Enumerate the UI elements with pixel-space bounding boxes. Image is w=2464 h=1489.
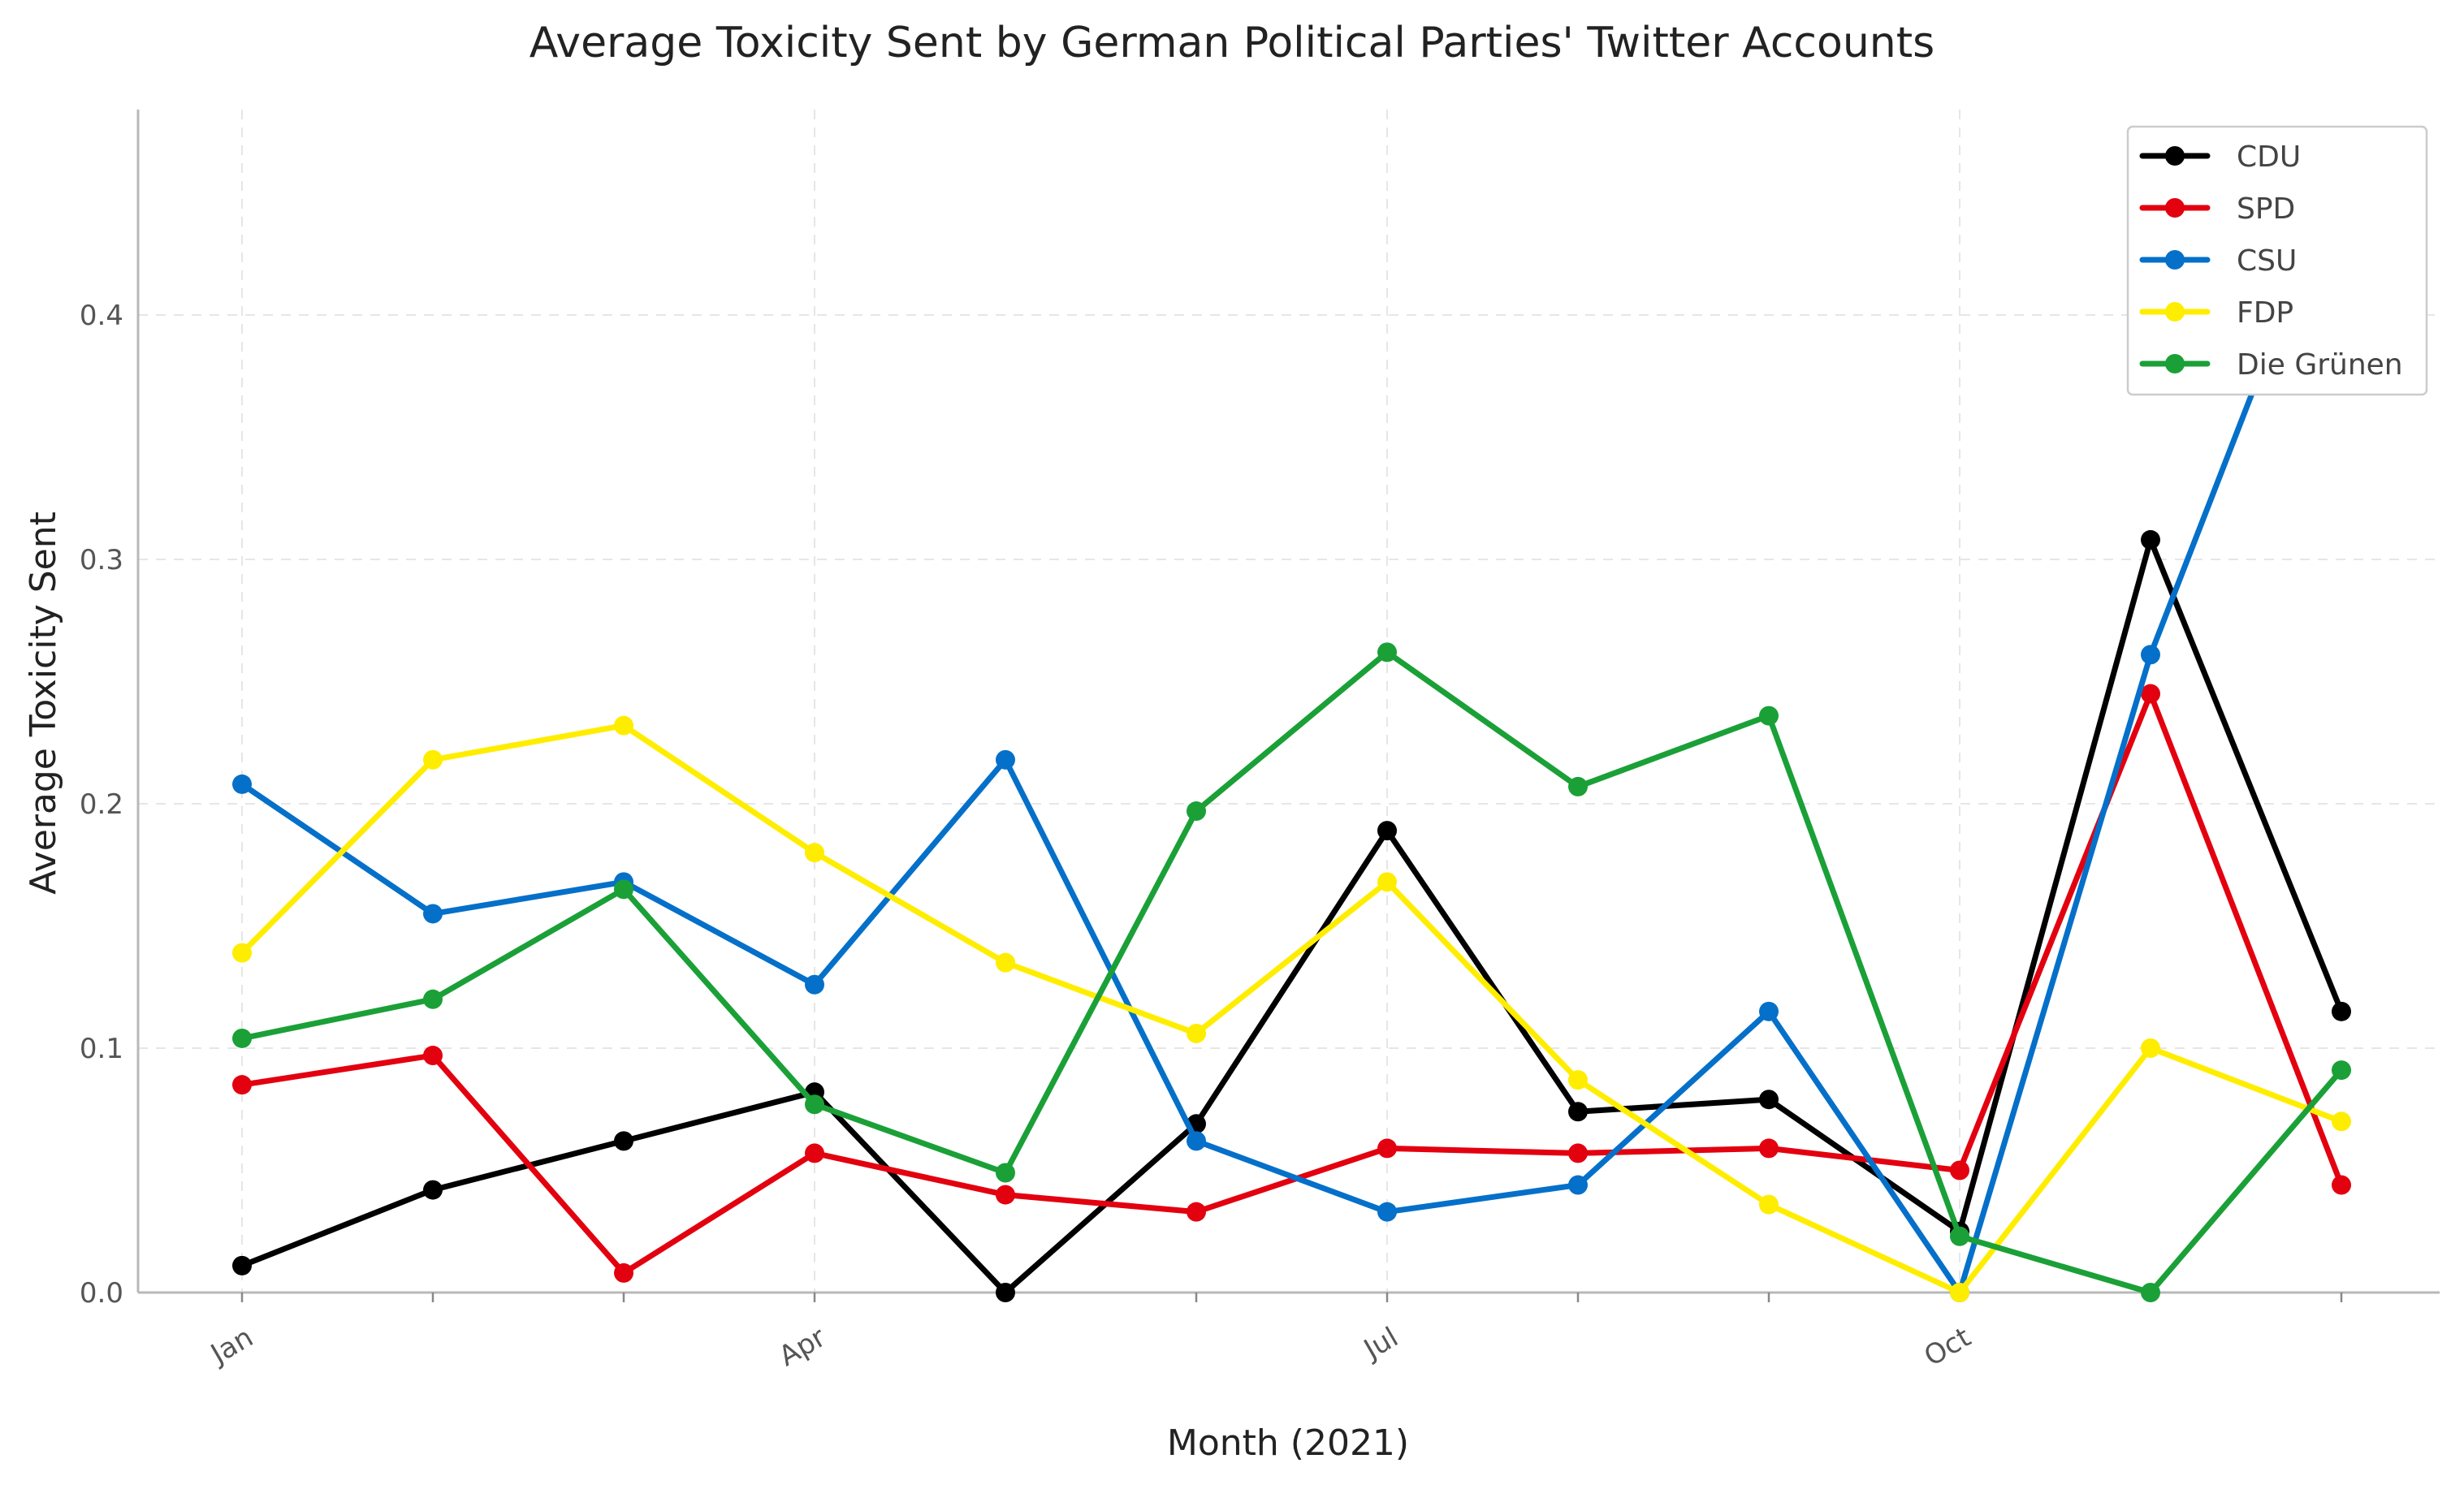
series-line-spd — [239, 691, 2345, 1276]
grid — [138, 110, 2440, 1293]
data-point-die-gr-nen — [1759, 706, 1779, 726]
data-point-fdp — [1377, 872, 1397, 892]
data-point-spd — [996, 1185, 1015, 1205]
data-point-cdu — [614, 1131, 633, 1151]
data-point-spd — [232, 1075, 252, 1095]
data-point-die-gr-nen — [1950, 1226, 1969, 1246]
data-point-csu — [996, 749, 1015, 770]
y-axis-label: Average Toxicity Sent — [23, 511, 64, 895]
legend-marker-cdu — [2165, 146, 2185, 166]
legend-marker-die-gr-nen — [2165, 354, 2185, 373]
legend-label-csu: CSU — [2237, 244, 2297, 278]
data-point-die-gr-nen — [1568, 776, 1588, 796]
data-point-die-gr-nen — [2332, 1060, 2351, 1081]
data-point-cdu — [2332, 1001, 2351, 1021]
y-tick-label: 0.4 — [80, 300, 123, 332]
legend-marker-csu — [2165, 250, 2185, 270]
data-point-cdu — [232, 1255, 252, 1275]
series-spd — [232, 684, 2351, 1283]
data-point-csu — [423, 904, 443, 924]
x-tick-label: Jul — [1357, 1321, 1403, 1366]
legend-entry-spd: SPD — [2139, 192, 2295, 226]
data-point-fdp — [805, 843, 824, 863]
data-point-fdp — [232, 943, 252, 963]
y-tick-label: 0.2 — [80, 788, 123, 821]
legend-entry-fdp: FDP — [2139, 296, 2293, 330]
data-point-cdu — [1377, 821, 1397, 841]
data-point-spd — [1950, 1160, 1969, 1180]
series-layer — [232, 153, 2351, 1302]
data-point-csu — [232, 774, 252, 794]
data-point-cdu — [423, 1180, 443, 1200]
x-axis-ticks: Jan Apr Jul Oct — [204, 1293, 2343, 1373]
data-point-fdp — [423, 749, 443, 770]
legend-label-cdu: CDU — [2237, 140, 2301, 174]
legend-entry-csu: CSU — [2139, 244, 2297, 278]
data-point-spd — [2332, 1175, 2351, 1195]
data-point-die-gr-nen — [614, 879, 633, 900]
series-line-csu — [239, 160, 2345, 1296]
series-csu — [232, 153, 2351, 1302]
data-point-fdp — [2141, 1038, 2160, 1058]
legend-entry-die-gr-nen: Die Grünen — [2139, 348, 2403, 382]
data-point-spd — [805, 1143, 824, 1163]
data-point-die-gr-nen — [805, 1094, 824, 1115]
legend: CDU SPD CSU FDP Die Grünen — [2126, 125, 2428, 396]
series-line-die-gr-nen — [239, 649, 2345, 1296]
data-point-cdu — [2141, 529, 2160, 550]
data-point-fdp — [2332, 1111, 2351, 1132]
data-point-csu — [1759, 1001, 1779, 1021]
data-point-spd — [614, 1262, 633, 1283]
data-point-spd — [1187, 1202, 1206, 1222]
data-point-csu — [1377, 1202, 1397, 1222]
data-point-fdp — [1187, 1023, 1206, 1043]
legend-marker-spd — [2165, 198, 2185, 218]
legend-label-die-gr-nen: Die Grünen — [2237, 348, 2403, 382]
legend-box — [2126, 125, 2428, 396]
y-tick-label: 0.1 — [80, 1033, 123, 1065]
data-point-die-gr-nen — [423, 989, 443, 1009]
y-axis-ticks: 0.0 0.1 0.2 0.3 0.4 — [80, 300, 123, 1310]
data-point-die-gr-nen — [2141, 1283, 2160, 1302]
data-point-die-gr-nen — [1187, 801, 1206, 822]
chart-title: Average Toxicity Sent by German Politica… — [530, 19, 1934, 67]
series-line-fdp — [239, 723, 2345, 1296]
data-point-fdp — [1759, 1194, 1779, 1215]
x-tick-label: Oct — [1919, 1321, 1977, 1373]
series-line-cdu — [239, 537, 2345, 1296]
legend-label-spd: SPD — [2237, 192, 2295, 226]
data-point-die-gr-nen — [1377, 642, 1397, 662]
y-tick-label: 0.3 — [80, 544, 123, 576]
series-fdp — [232, 715, 2351, 1302]
legend-marker-fdp — [2165, 302, 2185, 322]
data-point-csu — [805, 974, 824, 995]
data-point-spd — [2141, 684, 2160, 704]
data-point-spd — [1568, 1143, 1588, 1163]
series-die-gr-nen — [232, 642, 2351, 1302]
data-point-cdu — [996, 1283, 1015, 1302]
data-point-csu — [1568, 1175, 1588, 1195]
x-tick-label: Apr — [774, 1321, 832, 1373]
data-point-fdp — [614, 715, 633, 736]
legend-entry-cdu: CDU — [2139, 140, 2301, 174]
data-point-fdp — [996, 952, 1015, 973]
series-cdu — [232, 529, 2351, 1302]
data-point-spd — [423, 1046, 443, 1066]
data-point-spd — [1759, 1138, 1779, 1159]
x-axis-label: Month (2021) — [1167, 1422, 1409, 1464]
data-point-csu — [2141, 645, 2160, 665]
legend-label-fdp: FDP — [2237, 296, 2293, 330]
data-point-fdp — [1568, 1070, 1588, 1090]
data-point-fdp — [1950, 1283, 1969, 1302]
data-point-cdu — [1568, 1102, 1588, 1122]
data-point-csu — [1187, 1131, 1206, 1151]
x-tick-label: Jan — [204, 1321, 258, 1371]
y-tick-label: 0.0 — [80, 1277, 123, 1310]
data-point-cdu — [1759, 1090, 1779, 1110]
data-point-spd — [1377, 1138, 1397, 1159]
data-point-die-gr-nen — [996, 1163, 1015, 1183]
data-point-die-gr-nen — [232, 1028, 252, 1048]
